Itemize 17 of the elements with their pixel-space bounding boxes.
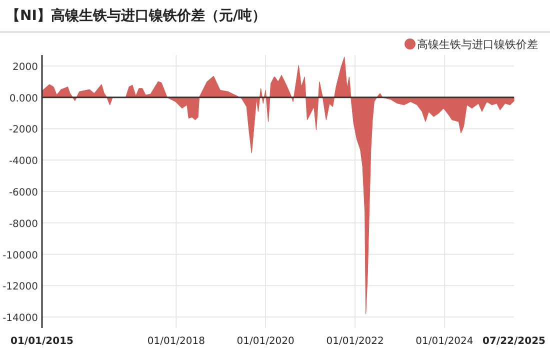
x-tick-label: 01/01/2018 — [147, 336, 206, 347]
x-tick-label: 01/01/2020 — [236, 336, 294, 347]
y-tick-label: -4000 — [8, 156, 38, 168]
legend-label: 高镍生铁与进口镍铁价差 — [417, 38, 538, 51]
x-tick-label: 07/22/2025 — [482, 336, 546, 347]
y-tick-label: -12000 — [2, 282, 38, 293]
x-tick-label: 01/01/2022 — [326, 336, 384, 347]
x-tick-label: 01/01/2015 — [10, 336, 74, 347]
y-tick-label: -14000 — [2, 313, 38, 324]
y-tick-label: 0.000 — [9, 93, 38, 104]
x-tick-label: 01/01/2024 — [416, 336, 474, 347]
y-tick-label: -2000 — [8, 124, 38, 136]
chart-title: 【NI】高镍生铁与进口镍铁价差（元/吨） — [6, 7, 266, 24]
y-tick-label: -10000 — [2, 250, 38, 262]
y-tick-label: -8000 — [8, 218, 38, 230]
y-tick-label: -6000 — [8, 188, 38, 198]
y-tick-label: 2000 — [12, 62, 38, 73]
